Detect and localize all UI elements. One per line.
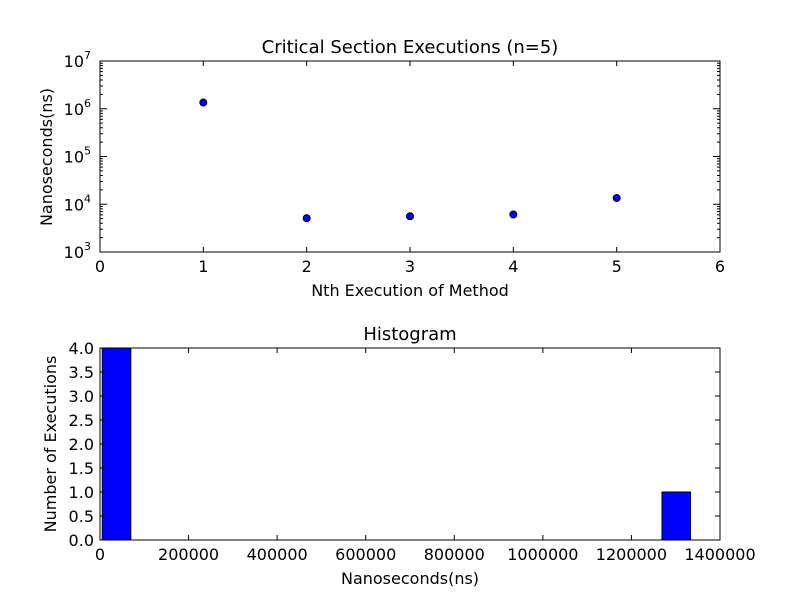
scatter-title: Critical Section Executions (n=5) (262, 37, 559, 58)
scatter-plot-area (99, 60, 721, 253)
histogram-y-tick-label: 3.5 (69, 363, 94, 382)
histogram-plot-area (99, 347, 721, 541)
histogram-x-tick-label: 200000 (158, 545, 219, 564)
histogram-ticks: 0 200000 400000 600000 800000 1000000 1200000 1… (69, 339, 756, 564)
histogram-y-tick-label: 3.0 (69, 387, 94, 406)
histogram-title: Histogram (363, 324, 456, 345)
histogram-y-tick-label: 2.0 (69, 435, 94, 454)
histogram-y-tick-label: 0.0 (69, 531, 94, 550)
scatter-x-tick-label: 5 (612, 257, 622, 276)
scatter-y-label: Nanoseconds(ns) (37, 88, 56, 226)
histogram-x-label: Nanoseconds(ns) (341, 569, 479, 588)
scatter-point (509, 210, 518, 219)
histogram-x-tick-label: 0 (95, 545, 105, 564)
scatter-y-tick-base: 10 (64, 100, 84, 119)
scatter-point (199, 98, 208, 107)
scatter-x-tick-label: 0 (95, 257, 105, 276)
histogram-x-tick-label: 1400000 (684, 545, 755, 564)
histogram-y-tick-label: 1.0 (69, 483, 94, 502)
histogram-y-label: Number of Executions (41, 356, 60, 533)
histogram-bar (101, 347, 132, 541)
histogram-x-tick-label: 1000000 (507, 545, 578, 564)
histogram-y-tick-label: 1.5 (69, 459, 94, 478)
scatter-y-tick-exponent: 6 (84, 97, 91, 110)
scatter-x-tick-label: 4 (508, 257, 518, 276)
histogram-x-tick-label: 600000 (335, 545, 396, 564)
histogram-x-tick-label: 800000 (424, 545, 485, 564)
histogram-x-tick-label: 1200000 (596, 545, 667, 564)
scatter-y-tick-exponent: 7 (84, 49, 91, 62)
scatter-point (302, 214, 311, 223)
scatter-y-tick-base: 10 (64, 148, 84, 167)
scatter-x-tick-label: 6 (715, 257, 725, 276)
scatter-points (199, 98, 621, 223)
histogram-x-tick-label: 400000 (247, 545, 308, 564)
scatter-y-tick-exponent: 3 (84, 240, 91, 253)
scatter-point (612, 194, 621, 203)
scatter-y-tick-exponent: 4 (84, 192, 91, 205)
scatter-x-tick-label: 2 (302, 257, 312, 276)
scatter-x-tick-label: 3 (405, 257, 415, 276)
scatter-y-tick-label: 106 (64, 97, 91, 119)
histogram-bars (101, 347, 692, 541)
scatter-y-tick-label: 104 (64, 192, 91, 214)
scatter-y-tick-exponent: 5 (84, 145, 91, 158)
scatter-y-tick-label: 107 (64, 49, 91, 71)
scatter-x-tick-label: 1 (198, 257, 208, 276)
histogram-bar (661, 491, 692, 541)
scatter-y-tick-base: 10 (64, 195, 84, 214)
histogram-y-tick-label: 0.5 (69, 507, 94, 526)
histogram-panel: Histogram Nanoseconds(ns) Number of Exec… (41, 324, 756, 588)
scatter-panel: Critical Section Executions (n=5) Nth Ex… (37, 37, 725, 300)
scatter-point (406, 212, 414, 221)
scatter-y-tick-label: 105 (64, 145, 91, 167)
scatter-y-tick-base: 10 (64, 243, 84, 262)
histogram-y-tick-label: 2.5 (69, 411, 94, 430)
scatter-x-label: Nth Execution of Method (311, 281, 509, 300)
scatter-y-tick-base: 10 (64, 52, 84, 71)
histogram-y-tick-label: 4.0 (69, 339, 94, 358)
scatter-y-tick-label: 103 (64, 240, 91, 262)
